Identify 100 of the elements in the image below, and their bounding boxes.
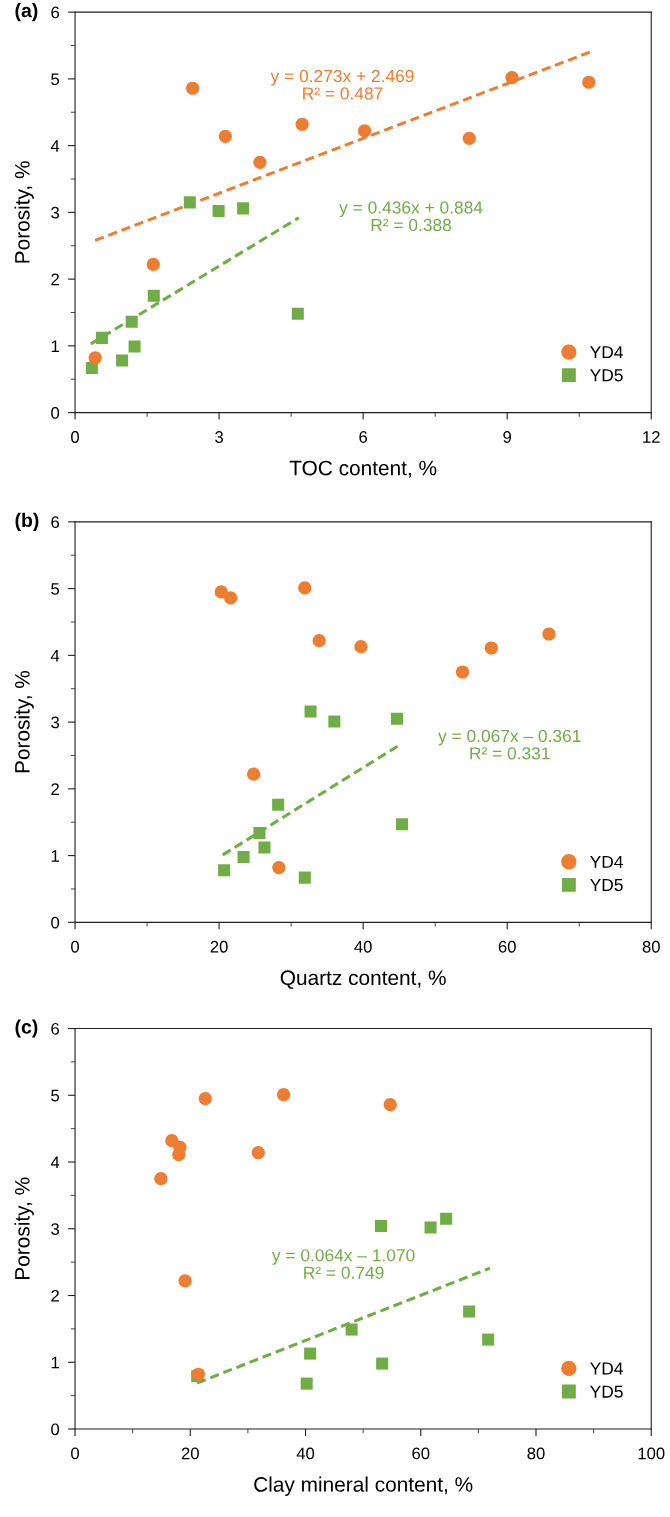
legend-label: YD4 bbox=[590, 855, 623, 868]
legend-label: YD4 bbox=[590, 1362, 623, 1375]
point bbox=[505, 70, 519, 85]
point bbox=[357, 124, 372, 138]
x-tick-label: 12 bbox=[643, 431, 660, 443]
point bbox=[295, 117, 309, 131]
point bbox=[291, 307, 304, 320]
point bbox=[374, 1220, 388, 1233]
y-tick-label: 0 bbox=[51, 1423, 60, 1436]
chart-title: (c) bbox=[15, 1019, 38, 1038]
point bbox=[147, 289, 160, 302]
y-tick-label: 3 bbox=[51, 1223, 60, 1235]
point bbox=[88, 351, 102, 365]
y-tick-label: 4 bbox=[50, 649, 60, 662]
y-tick-label: 6 bbox=[51, 6, 60, 19]
point bbox=[383, 1098, 397, 1112]
point bbox=[304, 1347, 317, 1360]
x-tick-label: 60 bbox=[498, 940, 516, 953]
point bbox=[462, 131, 476, 145]
y-tick-label: 5 bbox=[51, 73, 60, 86]
point bbox=[298, 871, 311, 884]
x-axis-title: TOC content, % bbox=[289, 460, 437, 478]
point bbox=[253, 826, 266, 839]
y-tick-label: 4 bbox=[50, 1156, 60, 1169]
point bbox=[212, 205, 225, 218]
point bbox=[116, 354, 129, 367]
point bbox=[298, 581, 312, 595]
y-tick-label: 5 bbox=[51, 1089, 60, 1102]
x-tick-label: 0 bbox=[71, 431, 80, 443]
x-tick-label: 3 bbox=[215, 431, 223, 443]
y-tick-label: 6 bbox=[51, 516, 60, 529]
point bbox=[186, 81, 200, 95]
point bbox=[463, 1305, 476, 1318]
x-tick-label: 6 bbox=[359, 431, 368, 443]
point bbox=[300, 1377, 313, 1390]
y-tick-label: 1 bbox=[51, 340, 59, 352]
point bbox=[455, 665, 470, 679]
point bbox=[218, 129, 232, 143]
y-tick-label: 2 bbox=[51, 1289, 59, 1302]
point bbox=[328, 715, 341, 728]
legend-label: YD5 bbox=[590, 1385, 623, 1398]
point bbox=[582, 75, 596, 89]
y-tick-label: 0 bbox=[51, 916, 60, 929]
point bbox=[440, 1212, 453, 1225]
point bbox=[482, 1333, 495, 1346]
point bbox=[218, 864, 231, 877]
x-tick-label: 0 bbox=[71, 940, 80, 953]
point bbox=[251, 1146, 265, 1160]
y-tick-label: 3 bbox=[51, 206, 60, 219]
x-tick-label: 0 bbox=[71, 1447, 80, 1460]
x-tick-label: 100 bbox=[638, 1447, 665, 1460]
point bbox=[396, 818, 409, 831]
point bbox=[312, 634, 326, 648]
point bbox=[146, 257, 160, 272]
point bbox=[237, 202, 250, 215]
point bbox=[272, 861, 286, 875]
point bbox=[183, 196, 196, 209]
point bbox=[85, 361, 98, 374]
y-tick-label: 4 bbox=[50, 140, 60, 152]
point bbox=[304, 705, 317, 718]
y-axis-title: Porosity, % bbox=[14, 670, 34, 773]
point bbox=[224, 591, 238, 605]
series-label: y = 0.273x + 2.469 R² = 0.487 bbox=[270, 69, 414, 100]
y-tick-label: 1 bbox=[51, 850, 59, 862]
chart-title: (a) bbox=[15, 3, 38, 22]
legend-label: YD5 bbox=[590, 879, 623, 892]
point bbox=[154, 1172, 168, 1186]
point bbox=[390, 712, 404, 725]
point bbox=[198, 1092, 212, 1106]
point bbox=[172, 1148, 186, 1162]
point bbox=[128, 340, 141, 353]
point bbox=[258, 841, 271, 854]
chart-title: (b) bbox=[15, 512, 39, 531]
point bbox=[272, 798, 285, 811]
point bbox=[424, 1221, 437, 1234]
point bbox=[484, 641, 498, 655]
x-tick-label: 80 bbox=[642, 940, 660, 953]
point bbox=[345, 1323, 358, 1336]
point bbox=[214, 585, 228, 599]
y-tick-label: 3 bbox=[51, 716, 60, 729]
x-tick-label: 40 bbox=[354, 940, 372, 953]
point bbox=[125, 315, 138, 328]
point bbox=[95, 331, 108, 344]
x-tick-label: 60 bbox=[412, 1447, 430, 1460]
y-tick-label: 0 bbox=[51, 407, 60, 419]
x-axis-title: Quartz content, % bbox=[280, 970, 446, 989]
point bbox=[376, 1357, 389, 1370]
x-tick-label: 80 bbox=[527, 1447, 545, 1460]
y-tick-label: 1 bbox=[51, 1356, 59, 1369]
point bbox=[178, 1274, 192, 1288]
point bbox=[247, 767, 261, 781]
y-axis-title: Porosity, % bbox=[14, 1177, 34, 1279]
legend-label: YD4 bbox=[590, 346, 623, 359]
y-tick-label: 6 bbox=[51, 1022, 60, 1035]
point bbox=[277, 1088, 291, 1102]
point bbox=[354, 640, 368, 654]
y-tick-label: 5 bbox=[51, 583, 60, 595]
x-tick-label: 20 bbox=[181, 1447, 199, 1460]
y-tick-label: 2 bbox=[51, 273, 59, 286]
point bbox=[542, 627, 556, 641]
